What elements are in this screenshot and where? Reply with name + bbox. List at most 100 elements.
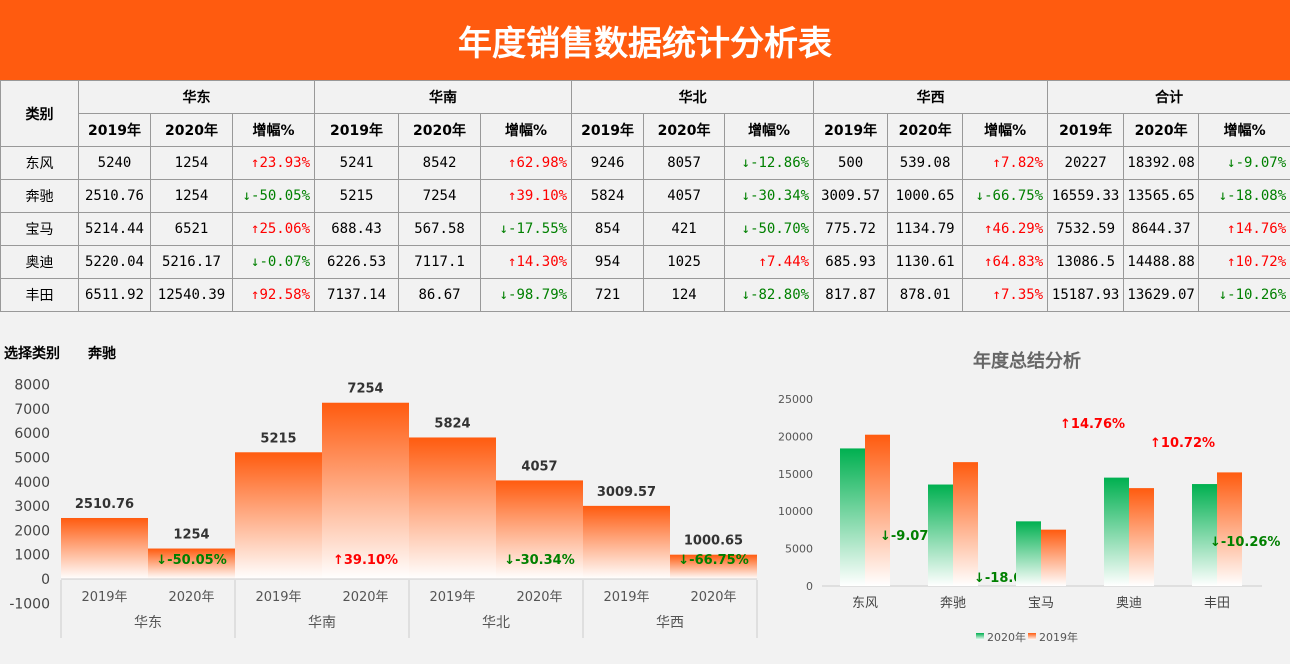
cell-2020: 86.67 (398, 278, 482, 312)
row-name: 宝马 (0, 212, 79, 246)
column-header: 2019年 (78, 113, 151, 147)
cell-change: ↑10.72% (1198, 245, 1290, 279)
cell-2019: 7137.14 (314, 278, 400, 312)
y-tick-label: 8000 (14, 378, 50, 394)
table-row: 东风 5240 1254 ↑23.93% 5241 8542 ↑62.98% 9246 8057… (0, 146, 1290, 180)
cell-change: ↑39.10% (480, 179, 573, 213)
y-tick-label: 15000 (778, 468, 813, 481)
bar (409, 437, 496, 579)
cell-change: ↓-18.08% (1198, 179, 1290, 213)
change-label: ↓-66.75% (678, 553, 748, 568)
row-name: 奥迪 (0, 245, 79, 279)
cell-2019: 5214.44 (78, 212, 151, 246)
column-header: 2020年 (398, 113, 482, 147)
change-value: -50.05% (167, 553, 227, 568)
arrow-down-icon: ↓ (741, 188, 751, 204)
cell-2019: 854 (571, 212, 645, 246)
column-header: 2020年 (643, 113, 726, 147)
cell-2020: 12540.39 (150, 278, 233, 312)
region-header: 华西 (813, 80, 1049, 114)
group-label: 华南 (308, 615, 336, 631)
arrow-up-icon: ↑ (251, 155, 260, 171)
change-label: ↓-50.05% (156, 553, 226, 568)
cell-2019: 7532.59 (1047, 212, 1125, 246)
cell-change: ↑7.35% (962, 278, 1049, 312)
column-header: 增幅% (231, 113, 316, 147)
x-tick-label: 奔驰 (940, 596, 966, 611)
cell-2020: 421 (643, 212, 726, 246)
arrow-up-icon: ↑ (508, 188, 517, 204)
column-header: 2019年 (571, 113, 645, 147)
change-label: ↓-10.26% (1210, 535, 1280, 550)
change-value: 39.10% (344, 553, 398, 568)
row-name: 丰田 (0, 278, 79, 312)
cell-2019: 5215 (314, 179, 400, 213)
cell-2020: 5216.17 (150, 245, 233, 279)
table-row: 宝马 5214.44 6521 ↑25.06% 688.43 567.58 ↓-17.55%… (0, 212, 1290, 246)
cell-change: ↓-30.34% (724, 179, 815, 213)
cell-change: ↑7.44% (724, 245, 815, 279)
data-label: 7254 (347, 382, 383, 397)
arrow-up-icon: ↑ (1150, 436, 1161, 451)
y-tick-label: 7000 (14, 402, 50, 418)
arrow-down-icon: ↓ (741, 287, 751, 303)
cell-change: ↓-9.07% (1198, 146, 1290, 180)
y-tick-label: 10000 (778, 505, 813, 518)
cell-change: ↓-66.75% (962, 179, 1049, 213)
column-header: 增幅% (724, 113, 815, 147)
region-header: 华南 (314, 80, 573, 114)
arrow-down-icon: ↓ (242, 188, 252, 204)
table-row: 丰田 6511.92 12540.39 ↑92.58% 7137.14 86.67 ↓-98… (0, 278, 1290, 312)
arrow-down-icon: ↓ (741, 221, 751, 237)
bar-2020年 (1016, 521, 1041, 586)
cell-2020: 1025 (643, 245, 726, 279)
bar-2020年 (840, 448, 865, 586)
x-tick-label: 丰田 (1204, 596, 1230, 611)
row-name: 奔驰 (0, 179, 79, 213)
cell-2020: 124 (643, 278, 726, 312)
y-tick-label: 3000 (14, 499, 50, 515)
legend-label: 2019年 (1039, 630, 1078, 644)
cell-2020: 878.01 (887, 278, 964, 312)
data-label: 1254 (173, 528, 209, 543)
category-selector[interactable]: 选择类别 奔驰 (4, 343, 144, 363)
cell-change: ↓-98.79% (480, 278, 573, 312)
bar (235, 452, 322, 579)
x-tick-label: 宝马 (1028, 596, 1054, 611)
column-header: 2019年 (1047, 113, 1125, 147)
cell-2019: 3009.57 (813, 179, 889, 213)
change-value: -66.75% (689, 553, 749, 568)
column-header: 增幅% (480, 113, 573, 147)
cell-2019: 5220.04 (78, 245, 151, 279)
cell-2019: 500 (813, 146, 889, 180)
arrow-down-icon: ↓ (975, 188, 985, 204)
cell-2019: 16559.33 (1047, 179, 1125, 213)
arrow-down-icon: ↓ (499, 287, 509, 303)
y-tick-label: 5000 (14, 451, 50, 467)
bar-2019年 (1129, 488, 1154, 586)
y-tick-label: 4000 (14, 475, 50, 491)
arrow-down-icon: ↓ (499, 221, 509, 237)
cell-2020: 1130.61 (887, 245, 964, 279)
selector-value[interactable]: 奔驰 (88, 346, 116, 362)
page-title: 年度销售数据统计分析表 (0, 0, 1290, 80)
cell-change: ↓-50.70% (724, 212, 815, 246)
cell-2020: 8644.37 (1123, 212, 1200, 246)
arrow-up-icon: ↑ (508, 254, 517, 270)
arrow-up-icon: ↑ (251, 221, 260, 237)
cell-change: ↓-17.55% (480, 212, 573, 246)
arrow-up-icon: ↑ (984, 221, 993, 237)
arrow-down-icon: ↓ (1210, 535, 1221, 550)
group-label: 华西 (656, 615, 684, 631)
bar-2019年 (1217, 472, 1242, 586)
cell-2020: 8057 (643, 146, 726, 180)
bar (496, 480, 583, 579)
cell-2020: 14488.88 (1123, 245, 1200, 279)
arrow-down-icon: ↓ (1227, 155, 1236, 171)
cell-2020: 4057 (643, 179, 726, 213)
arrow-up-icon: ↑ (508, 155, 517, 171)
x-tick-label: 2020年 (516, 590, 562, 605)
sales-table: 类别 华东 华南 华北 华西 合计 2019年 2020年 增幅% 2019年 2020年 增幅% 20… (0, 80, 1290, 312)
y-tick-label: -1000 (9, 596, 50, 612)
